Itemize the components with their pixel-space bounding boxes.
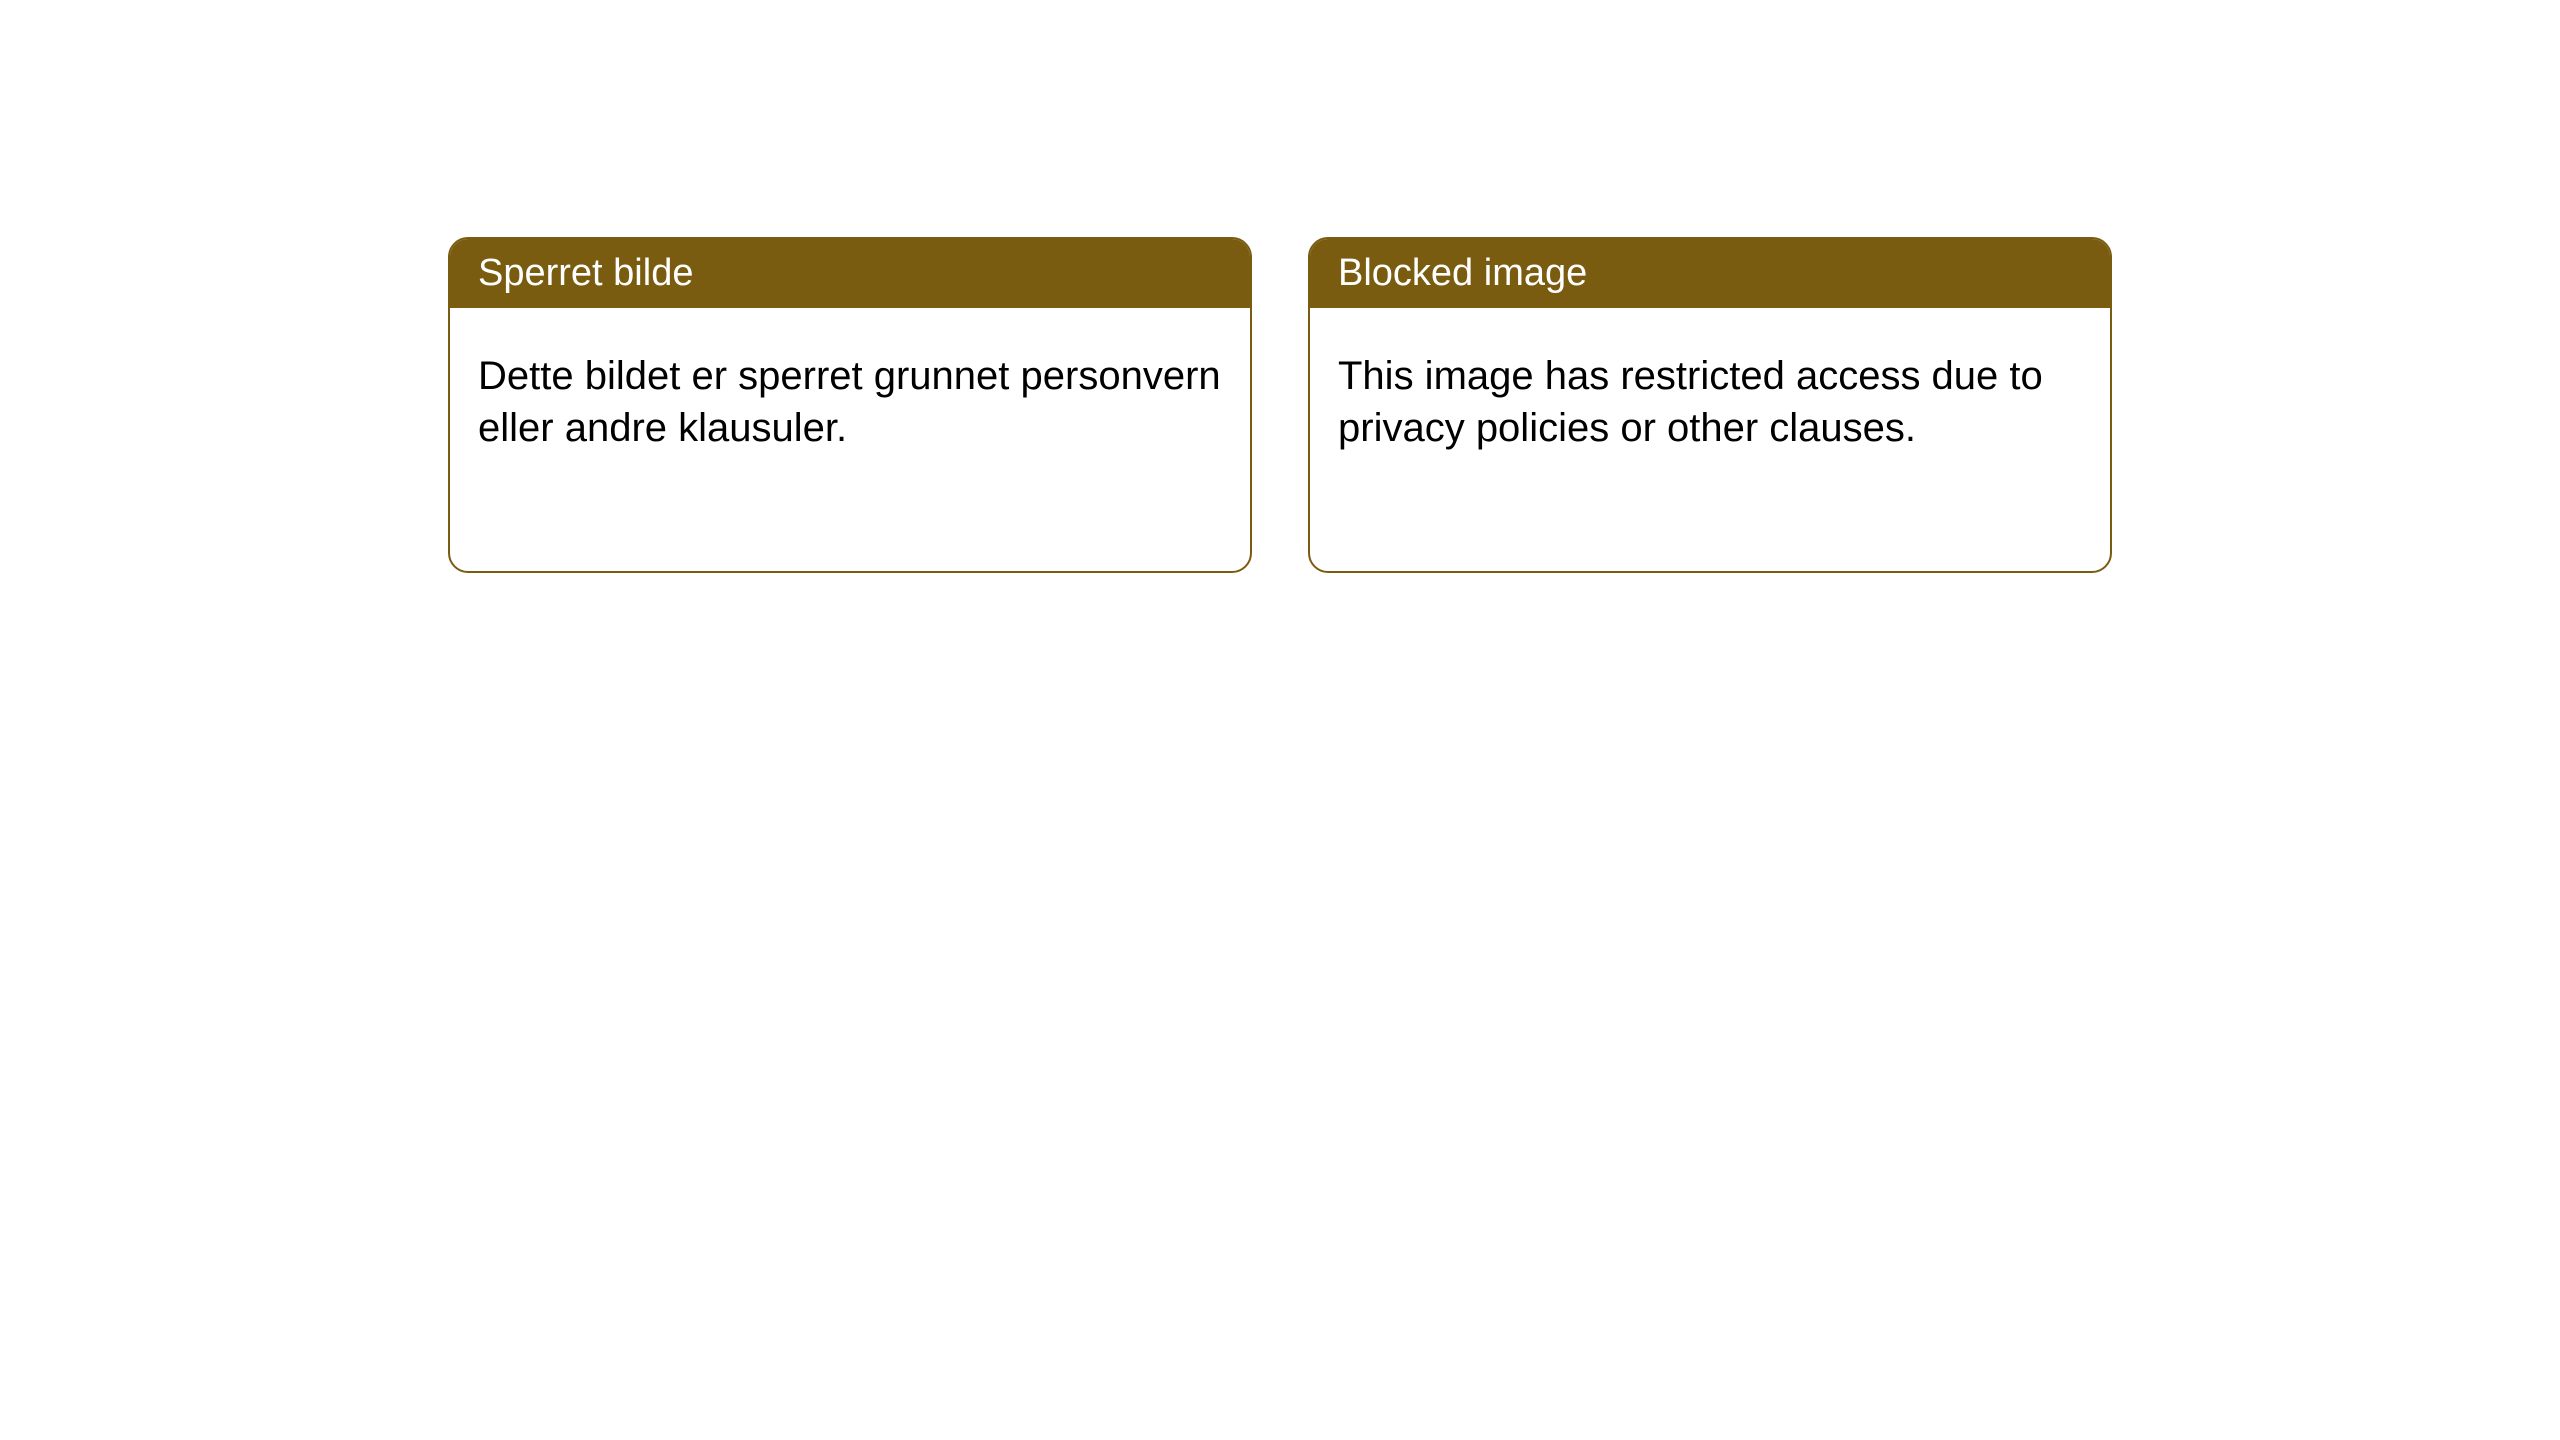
card-body: This image has restricted access due to … bbox=[1310, 308, 2110, 496]
card-body: Dette bildet er sperret grunnet personve… bbox=[450, 308, 1250, 496]
blocked-image-card-norwegian: Sperret bilde Dette bildet er sperret gr… bbox=[448, 237, 1252, 573]
blocked-image-card-english: Blocked image This image has restricted … bbox=[1308, 237, 2112, 573]
card-header: Sperret bilde bbox=[450, 239, 1250, 308]
blocked-image-notice-container: Sperret bilde Dette bildet er sperret gr… bbox=[448, 237, 2112, 573]
card-header: Blocked image bbox=[1310, 239, 2110, 308]
